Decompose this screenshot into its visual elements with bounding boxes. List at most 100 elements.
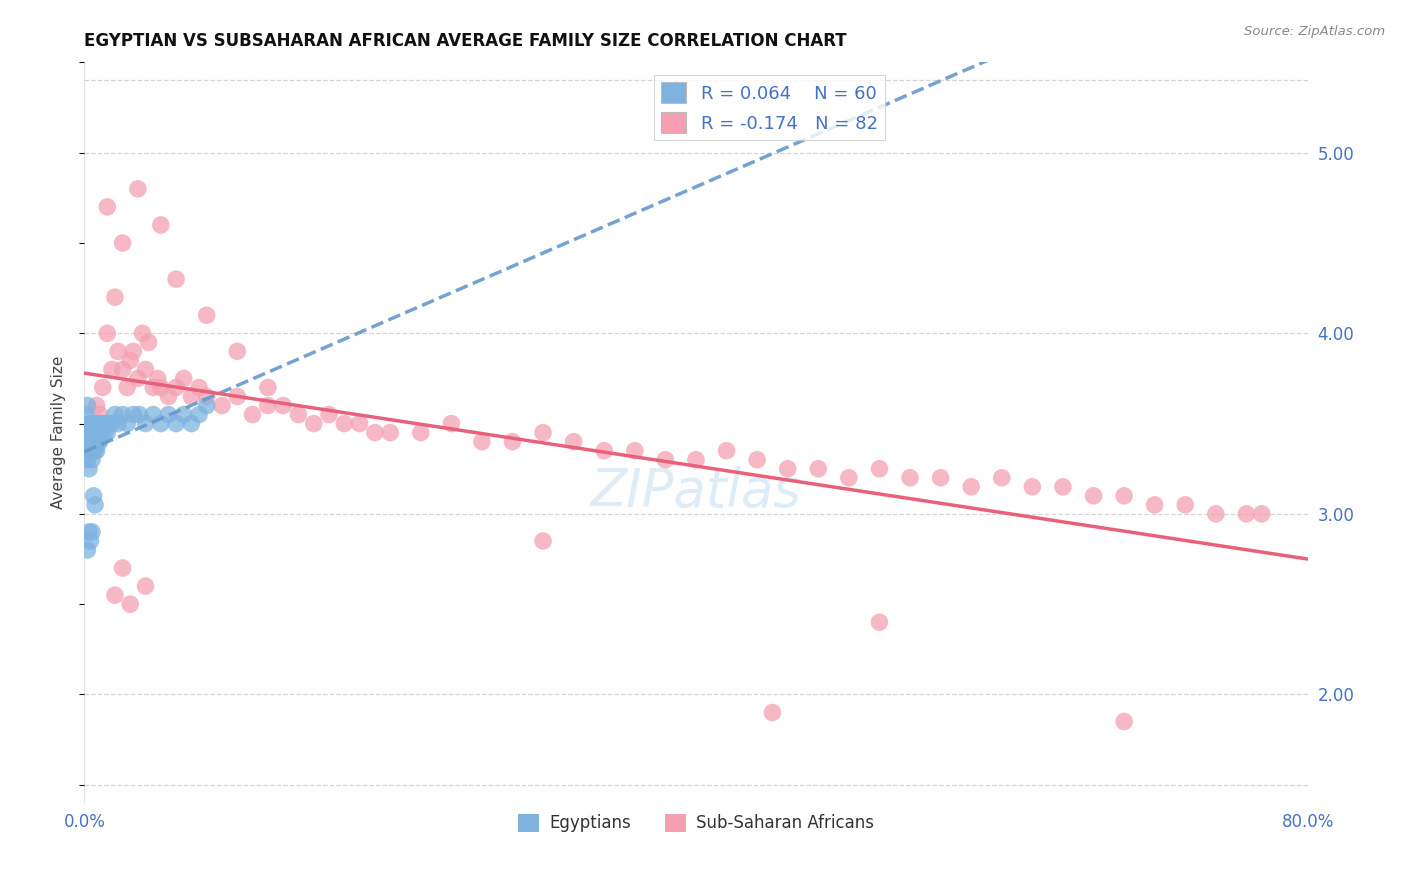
Point <box>226 344 249 359</box>
Point <box>79 434 101 449</box>
Point <box>1174 498 1197 512</box>
Point <box>257 380 280 394</box>
Point <box>195 308 218 322</box>
Point <box>380 425 402 440</box>
Point <box>122 344 145 359</box>
Point <box>89 434 111 449</box>
Point <box>107 344 129 359</box>
Point <box>1205 507 1227 521</box>
Point <box>165 272 187 286</box>
Point <box>685 452 707 467</box>
Point <box>84 443 107 458</box>
Point <box>80 434 103 449</box>
Point <box>761 706 783 720</box>
Point <box>960 480 983 494</box>
Point <box>149 417 172 431</box>
Point <box>120 353 142 368</box>
Point <box>111 362 134 376</box>
Point <box>76 399 98 413</box>
Point <box>149 380 172 394</box>
Point <box>1236 507 1258 521</box>
Point <box>122 408 145 422</box>
Point <box>96 200 118 214</box>
Point <box>80 417 103 431</box>
Point <box>502 434 524 449</box>
Point <box>142 380 165 394</box>
Point <box>104 588 127 602</box>
Point <box>97 417 120 431</box>
Point <box>165 417 187 431</box>
Point <box>135 579 157 593</box>
Point <box>173 408 195 422</box>
Point <box>111 561 134 575</box>
Point <box>86 399 108 413</box>
Point <box>531 425 554 440</box>
Point <box>104 408 127 422</box>
Point <box>165 380 187 394</box>
Text: Source: ZipAtlas.com: Source: ZipAtlas.com <box>1244 25 1385 38</box>
Point <box>89 417 111 431</box>
Point <box>76 434 98 449</box>
Point <box>807 461 830 475</box>
Point <box>80 524 103 539</box>
Point <box>96 326 118 341</box>
Point <box>84 498 107 512</box>
Point <box>226 390 249 404</box>
Point <box>77 524 100 539</box>
Point <box>531 533 554 548</box>
Point <box>104 290 127 304</box>
Point <box>195 390 218 404</box>
Point <box>77 461 100 475</box>
Point <box>86 417 108 431</box>
Point <box>93 425 115 440</box>
Point <box>180 390 202 404</box>
Point <box>80 452 103 467</box>
Point <box>77 417 100 431</box>
Point <box>991 471 1014 485</box>
Legend: Egyptians, Sub-Saharan Africans: Egyptians, Sub-Saharan Africans <box>512 807 880 838</box>
Point <box>747 452 769 467</box>
Point <box>624 443 647 458</box>
Point <box>84 425 107 440</box>
Point <box>83 489 105 503</box>
Point <box>128 408 150 422</box>
Point <box>80 443 103 458</box>
Point <box>146 371 169 385</box>
Point <box>471 434 494 449</box>
Point <box>90 425 112 440</box>
Point <box>898 471 921 485</box>
Point <box>135 417 157 431</box>
Point <box>188 408 211 422</box>
Point <box>79 425 101 440</box>
Point <box>562 434 585 449</box>
Point <box>111 408 134 422</box>
Point <box>83 417 105 431</box>
Point <box>80 425 103 440</box>
Y-axis label: Average Family Size: Average Family Size <box>51 356 66 509</box>
Point <box>195 399 218 413</box>
Point <box>1143 498 1166 512</box>
Point <box>257 399 280 413</box>
Point <box>716 443 738 458</box>
Point <box>242 408 264 422</box>
Point <box>86 434 108 449</box>
Point <box>142 408 165 422</box>
Point <box>838 471 860 485</box>
Point <box>94 417 117 431</box>
Point <box>776 461 799 475</box>
Point <box>75 408 97 422</box>
Point <box>929 471 952 485</box>
Point <box>157 390 180 404</box>
Point <box>77 443 100 458</box>
Point <box>869 615 891 630</box>
Point <box>76 543 98 558</box>
Point <box>1052 480 1074 494</box>
Point <box>138 335 160 350</box>
Point <box>76 452 98 467</box>
Point <box>87 425 110 440</box>
Point <box>127 371 149 385</box>
Point <box>77 425 100 440</box>
Point <box>149 218 172 232</box>
Point <box>107 417 129 431</box>
Point <box>83 443 105 458</box>
